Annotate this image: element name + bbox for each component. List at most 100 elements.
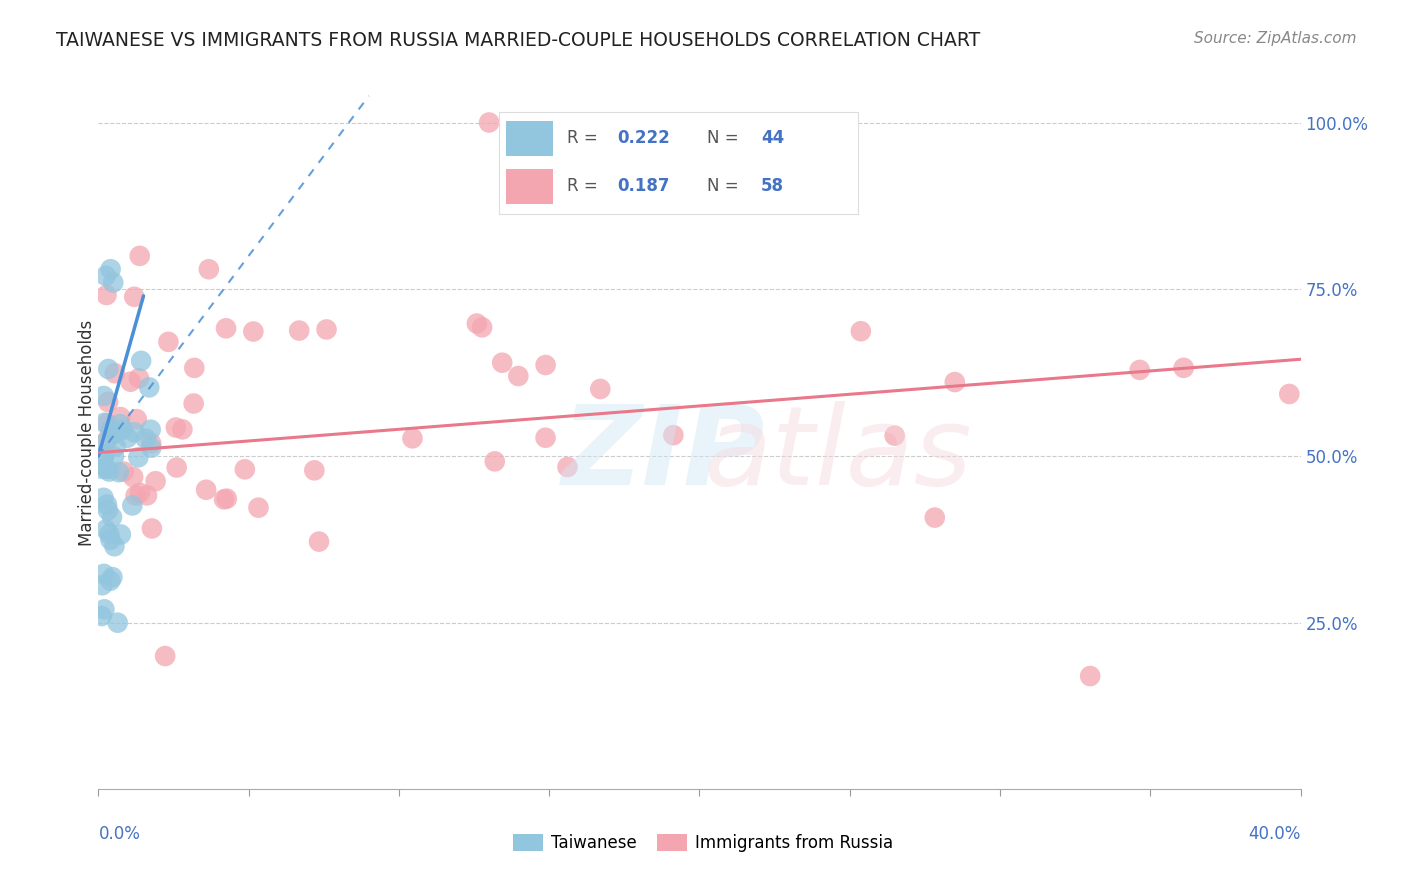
Point bbox=[122, 470, 145, 484]
Point bbox=[124, 425, 146, 440]
Point bbox=[242, 325, 264, 339]
Point bbox=[105, 426, 128, 441]
Point bbox=[97, 362, 120, 376]
Point bbox=[153, 648, 176, 663]
Text: 0.187: 0.187 bbox=[617, 178, 669, 195]
Point bbox=[166, 460, 188, 475]
Point bbox=[924, 510, 946, 524]
Point bbox=[139, 423, 162, 437]
Point bbox=[215, 321, 238, 335]
Point bbox=[93, 447, 115, 461]
Point bbox=[121, 499, 143, 513]
Point bbox=[108, 417, 131, 432]
Point bbox=[128, 371, 150, 385]
Point bbox=[1278, 387, 1301, 401]
Point bbox=[97, 395, 120, 409]
Point bbox=[98, 574, 121, 588]
Point bbox=[165, 420, 187, 434]
Text: 0.222: 0.222 bbox=[617, 129, 671, 147]
Point bbox=[212, 492, 235, 507]
Text: 0.0%: 0.0% bbox=[98, 825, 141, 843]
Point bbox=[90, 609, 112, 624]
Point bbox=[157, 334, 180, 349]
Point bbox=[478, 115, 501, 129]
Point bbox=[127, 450, 149, 465]
Point bbox=[97, 433, 120, 447]
Point bbox=[145, 474, 167, 488]
Point bbox=[124, 290, 146, 304]
Point bbox=[247, 500, 270, 515]
Point bbox=[534, 358, 557, 372]
Point bbox=[110, 410, 132, 425]
Point bbox=[129, 485, 152, 500]
Point bbox=[107, 615, 129, 630]
Point bbox=[111, 423, 134, 437]
Point bbox=[101, 570, 124, 584]
Point bbox=[93, 566, 115, 581]
Point bbox=[195, 483, 218, 497]
Point bbox=[534, 431, 557, 445]
Point bbox=[662, 428, 685, 442]
Text: N =: N = bbox=[707, 129, 738, 147]
Point bbox=[98, 465, 121, 479]
Point bbox=[125, 412, 148, 426]
Point bbox=[589, 382, 612, 396]
Point bbox=[120, 375, 142, 389]
Point bbox=[508, 369, 530, 384]
Point bbox=[93, 491, 115, 505]
Point bbox=[141, 441, 163, 455]
Legend: Taiwanese, Immigrants from Russia: Taiwanese, Immigrants from Russia bbox=[513, 834, 893, 853]
Point bbox=[304, 463, 326, 477]
Point bbox=[141, 521, 163, 535]
Point bbox=[135, 432, 157, 446]
Point bbox=[107, 465, 129, 479]
Point bbox=[93, 389, 115, 403]
Point bbox=[91, 462, 114, 476]
Point bbox=[103, 450, 125, 464]
Point bbox=[128, 249, 150, 263]
Point bbox=[471, 320, 494, 334]
Point bbox=[96, 288, 118, 302]
Point bbox=[172, 422, 194, 436]
Point bbox=[94, 268, 117, 283]
Text: R =: R = bbox=[567, 178, 598, 195]
Point bbox=[96, 416, 118, 430]
Text: 40.0%: 40.0% bbox=[1249, 825, 1301, 843]
Point bbox=[215, 491, 238, 506]
Point bbox=[308, 534, 330, 549]
Point bbox=[91, 578, 114, 592]
Point bbox=[198, 262, 221, 277]
Point bbox=[401, 431, 423, 445]
Point bbox=[101, 510, 124, 524]
Point bbox=[93, 416, 115, 430]
Point bbox=[1129, 363, 1152, 377]
Point bbox=[103, 539, 125, 553]
Y-axis label: Married-couple Households: Married-couple Households bbox=[79, 319, 96, 546]
Point bbox=[94, 523, 117, 537]
Point bbox=[129, 354, 152, 368]
Point bbox=[484, 454, 506, 468]
Point bbox=[100, 423, 122, 437]
Point bbox=[104, 366, 127, 380]
FancyBboxPatch shape bbox=[506, 120, 553, 155]
Point bbox=[141, 436, 163, 450]
Point bbox=[943, 375, 966, 389]
Point bbox=[97, 503, 120, 517]
Point bbox=[112, 465, 135, 479]
Point bbox=[94, 435, 117, 450]
Point bbox=[117, 431, 139, 445]
Point bbox=[103, 276, 125, 290]
Point bbox=[183, 360, 205, 375]
Point bbox=[183, 396, 205, 410]
Point bbox=[557, 460, 579, 475]
Point bbox=[93, 602, 115, 616]
Point bbox=[93, 449, 115, 463]
Point bbox=[849, 324, 872, 338]
Point bbox=[491, 356, 513, 370]
Point bbox=[233, 462, 256, 476]
FancyBboxPatch shape bbox=[506, 169, 553, 204]
Point bbox=[96, 462, 118, 476]
Point bbox=[110, 527, 132, 541]
Point bbox=[288, 324, 311, 338]
Text: 44: 44 bbox=[761, 129, 785, 147]
